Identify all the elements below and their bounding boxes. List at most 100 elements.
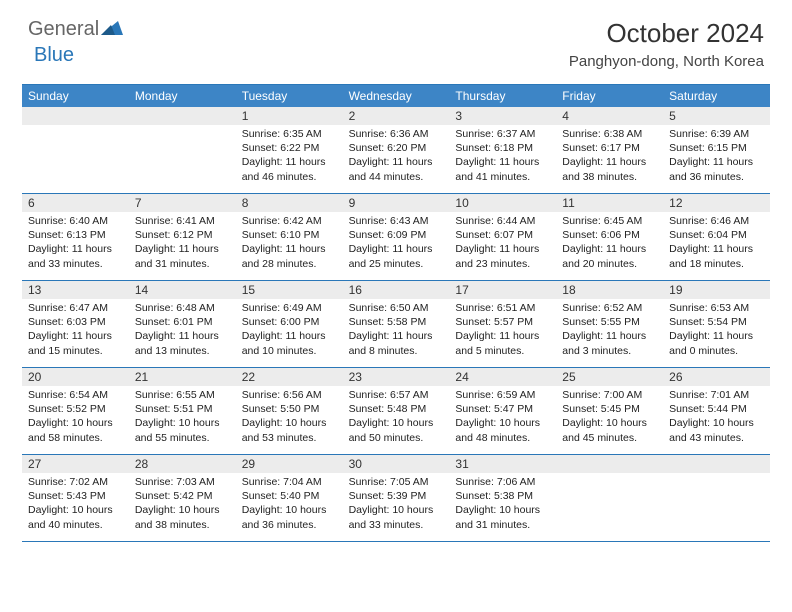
cell-body: Sunrise: 7:01 AMSunset: 5:44 PMDaylight:…	[663, 386, 770, 449]
daylight-text: Daylight: 10 hours and 55 minutes.	[135, 416, 230, 444]
cell-body: Sunrise: 6:36 AMSunset: 6:20 PMDaylight:…	[343, 125, 450, 188]
calendar-cell: 31Sunrise: 7:06 AMSunset: 5:38 PMDayligh…	[449, 455, 556, 541]
day-number: 7	[129, 194, 236, 212]
sunrise-text: Sunrise: 6:51 AM	[455, 301, 550, 315]
logo: General	[28, 18, 125, 41]
day-number: 14	[129, 281, 236, 299]
sunrise-text: Sunrise: 6:44 AM	[455, 214, 550, 228]
day-number: 20	[22, 368, 129, 386]
sunset-text: Sunset: 6:07 PM	[455, 228, 550, 242]
calendar-cell	[663, 455, 770, 541]
day-number: 28	[129, 455, 236, 473]
day-number: 21	[129, 368, 236, 386]
sunrise-text: Sunrise: 6:41 AM	[135, 214, 230, 228]
sunrise-text: Sunrise: 6:37 AM	[455, 127, 550, 141]
day-header: Wednesday	[343, 85, 450, 107]
day-number: 12	[663, 194, 770, 212]
page-title: October 2024	[569, 18, 764, 49]
calendar-cell: 8Sunrise: 6:42 AMSunset: 6:10 PMDaylight…	[236, 194, 343, 280]
sunset-text: Sunset: 6:00 PM	[242, 315, 337, 329]
sunrise-text: Sunrise: 6:45 AM	[562, 214, 657, 228]
calendar-week: 1Sunrise: 6:35 AMSunset: 6:22 PMDaylight…	[22, 107, 770, 194]
day-number: 27	[22, 455, 129, 473]
cell-body: Sunrise: 6:49 AMSunset: 6:00 PMDaylight:…	[236, 299, 343, 362]
day-header: Sunday	[22, 85, 129, 107]
calendar-cell: 20Sunrise: 6:54 AMSunset: 5:52 PMDayligh…	[22, 368, 129, 454]
calendar-cell: 30Sunrise: 7:05 AMSunset: 5:39 PMDayligh…	[343, 455, 450, 541]
day-number: 16	[343, 281, 450, 299]
logo-text-general: General	[28, 18, 99, 41]
sunrise-text: Sunrise: 6:42 AM	[242, 214, 337, 228]
calendar-cell: 17Sunrise: 6:51 AMSunset: 5:57 PMDayligh…	[449, 281, 556, 367]
sunset-text: Sunset: 5:47 PM	[455, 402, 550, 416]
calendar-cell: 2Sunrise: 6:36 AMSunset: 6:20 PMDaylight…	[343, 107, 450, 193]
sunset-text: Sunset: 6:04 PM	[669, 228, 764, 242]
daylight-text: Daylight: 10 hours and 33 minutes.	[349, 503, 444, 531]
daylight-text: Daylight: 10 hours and 36 minutes.	[242, 503, 337, 531]
sunset-text: Sunset: 6:06 PM	[562, 228, 657, 242]
calendar-cell: 29Sunrise: 7:04 AMSunset: 5:40 PMDayligh…	[236, 455, 343, 541]
calendar-cell: 25Sunrise: 7:00 AMSunset: 5:45 PMDayligh…	[556, 368, 663, 454]
calendar-cell: 14Sunrise: 6:48 AMSunset: 6:01 PMDayligh…	[129, 281, 236, 367]
daylight-text: Daylight: 11 hours and 41 minutes.	[455, 155, 550, 183]
daylight-text: Daylight: 11 hours and 15 minutes.	[28, 329, 123, 357]
day-number: 26	[663, 368, 770, 386]
daylight-text: Daylight: 11 hours and 23 minutes.	[455, 242, 550, 270]
calendar-cell: 21Sunrise: 6:55 AMSunset: 5:51 PMDayligh…	[129, 368, 236, 454]
day-number: 18	[556, 281, 663, 299]
cell-body: Sunrise: 6:37 AMSunset: 6:18 PMDaylight:…	[449, 125, 556, 188]
daylight-text: Daylight: 11 hours and 8 minutes.	[349, 329, 444, 357]
sunrise-text: Sunrise: 7:02 AM	[28, 475, 123, 489]
sunset-text: Sunset: 6:03 PM	[28, 315, 123, 329]
daylight-text: Daylight: 11 hours and 38 minutes.	[562, 155, 657, 183]
sunset-text: Sunset: 5:43 PM	[28, 489, 123, 503]
header: General October 2024 Panghyon-dong, Nort…	[0, 0, 792, 78]
calendar-week: 27 Sunrise: 7:02 AMSunset: 5:43 PM Dayligh…	[22, 455, 770, 542]
cell-body: Sunrise: 6:50 AMSunset: 5:58 PMDaylight:…	[343, 299, 450, 362]
calendar-week: 20Sunrise: 6:54 AMSunset: 5:52 PMDayligh…	[22, 368, 770, 455]
cell-body: Sunrise: 6:53 AMSunset: 5:54 PMDaylight:…	[663, 299, 770, 362]
sunrise-text: Sunrise: 7:03 AM	[135, 475, 230, 489]
sunset-text: Sunset: 6:13 PM	[28, 228, 123, 242]
calendar-cell: 19Sunrise: 6:53 AMSunset: 5:54 PMDayligh…	[663, 281, 770, 367]
calendar-cell: 28Sunrise: 7:03 AMSunset: 5:42 PMDayligh…	[129, 455, 236, 541]
sunset-text: Sunset: 6:01 PM	[135, 315, 230, 329]
daylight-text: Daylight: 11 hours and 3 minutes.	[562, 329, 657, 357]
cell-body: Sunrise: 6:42 AMSunset: 6:10 PMDaylight:…	[236, 212, 343, 275]
daylight-text: Daylight: 11 hours and 0 minutes.	[669, 329, 764, 357]
sunset-text: Sunset: 5:39 PM	[349, 489, 444, 503]
daylight-text: Daylight: 10 hours and 31 minutes.	[455, 503, 550, 531]
day-number: 13	[22, 281, 129, 299]
daylight-text: Daylight: 11 hours and 44 minutes.	[349, 155, 444, 183]
calendar-cell	[22, 107, 129, 193]
cell-body: Sunrise: 7:05 AMSunset: 5:39 PMDaylight:…	[343, 473, 450, 536]
calendar-cell: 18Sunrise: 6:52 AMSunset: 5:55 PMDayligh…	[556, 281, 663, 367]
sunrise-text: Sunrise: 6:55 AM	[135, 388, 230, 402]
day-number: 22	[236, 368, 343, 386]
sunrise-text: Sunrise: 7:00 AM	[562, 388, 657, 402]
sunset-text: Sunset: 6:15 PM	[669, 141, 764, 155]
sunrise-text: Sunrise: 6:46 AM	[669, 214, 764, 228]
day-number: 1	[236, 107, 343, 125]
sunrise-text: Sunrise: 6:36 AM	[349, 127, 444, 141]
calendar-cell: 7Sunrise: 6:41 AMSunset: 6:12 PMDaylight…	[129, 194, 236, 280]
sunrise-text: Sunrise: 6:40 AM	[28, 214, 123, 228]
day-header: Friday	[556, 85, 663, 107]
cell-body: Sunrise: 7:04 AMSunset: 5:40 PMDaylight:…	[236, 473, 343, 536]
cell-body: Sunrise: 6:39 AMSunset: 6:15 PMDaylight:…	[663, 125, 770, 188]
cell-body: Sunrise: 6:44 AMSunset: 6:07 PMDaylight:…	[449, 212, 556, 275]
sunrise-text: Sunrise: 7:06 AM	[455, 475, 550, 489]
sunrise-text: Sunrise: 6:38 AM	[562, 127, 657, 141]
day-number: 24	[449, 368, 556, 386]
sunrise-text: Sunrise: 6:39 AM	[669, 127, 764, 141]
calendar-cell: 22Sunrise: 6:56 AMSunset: 5:50 PMDayligh…	[236, 368, 343, 454]
cell-body: Sunrise: 7:03 AMSunset: 5:42 PMDaylight:…	[129, 473, 236, 536]
cell-body: Sunrise: 6:48 AMSunset: 6:01 PMDaylight:…	[129, 299, 236, 362]
daylight-text: Daylight: 10 hours and 53 minutes.	[242, 416, 337, 444]
calendar-cell: 13Sunrise: 6:47 AMSunset: 6:03 PMDayligh…	[22, 281, 129, 367]
sunset-text: Sunset: 5:42 PM	[135, 489, 230, 503]
sunset-text: Sunset: 5:54 PM	[669, 315, 764, 329]
daylight-text: Daylight: 11 hours and 31 minutes.	[135, 242, 230, 270]
title-block: October 2024 Panghyon-dong, North Korea	[569, 18, 764, 70]
sunrise-text: Sunrise: 6:49 AM	[242, 301, 337, 315]
